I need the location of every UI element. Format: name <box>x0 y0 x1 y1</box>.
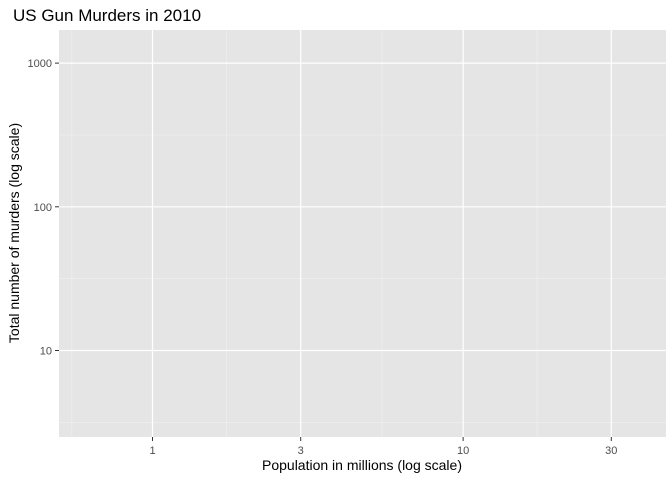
y-tick-label: 1000 <box>28 58 52 70</box>
y-tick-label: 10 <box>40 345 52 357</box>
x-tick-label: 30 <box>605 445 617 457</box>
x-tick-label: 1 <box>149 445 155 457</box>
minor-gridlines <box>59 30 666 437</box>
major-gridlines <box>59 30 666 437</box>
plot-panel <box>59 30 666 437</box>
y-axis-title: Total number of murders (log scale) <box>6 123 22 343</box>
chart-title: US Gun Murders in 2010 <box>13 6 201 25</box>
y-tick-label: 100 <box>34 202 52 214</box>
x-tick-label: 10 <box>457 445 469 457</box>
x-axis: 1 3 10 30 <box>149 437 617 457</box>
x-tick-label: 3 <box>298 445 304 457</box>
x-axis-title: Population in millions (log scale) <box>262 457 462 473</box>
y-axis: 10 100 1000 <box>28 58 59 357</box>
